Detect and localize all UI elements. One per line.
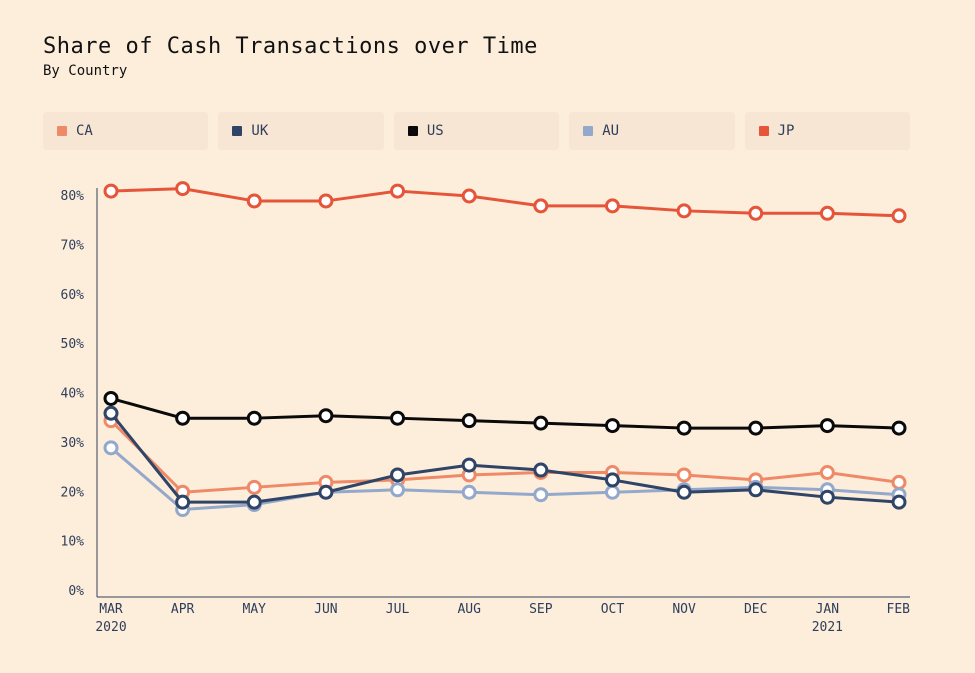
legend-swatch-uk [232,126,243,136]
data-point-jp [175,181,191,197]
data-point-uk [891,494,907,510]
data-point-uk [246,494,262,510]
data-point-us [246,410,262,426]
legend-label: US [426,123,444,139]
data-point-jp [604,198,620,214]
x-year-label: 2020 [95,620,126,635]
data-point-uk [175,494,191,510]
series-line-jp [110,187,900,218]
chart-title: Share of Cash Transactions over Time [43,34,538,59]
data-point-jp [318,193,334,209]
data-point-us [748,420,764,436]
data-point-au [103,440,119,456]
x-tick-label: OCT [601,602,625,617]
legend-item-ca[interactable]: CA [43,112,209,150]
data-point-jp [748,205,764,221]
legend: CA UK US AU JP [43,112,911,150]
y-tick-label: 60% [61,288,85,303]
data-point-uk [533,462,549,478]
x-tick-label: MAR [99,602,123,617]
data-point-jp [676,203,692,219]
data-point-us [604,418,620,434]
x-tick-label: FEB [887,602,911,617]
legend-swatch-ca [57,126,67,136]
x-year-label: 2021 [812,620,843,635]
x-tick-label: JAN [816,602,839,617]
legend-swatch-au [583,126,594,136]
series-line-ca [109,419,900,494]
legend-item-jp[interactable]: JP [744,112,911,150]
y-tick-label: 40% [61,387,85,402]
legend-label: JP [777,123,795,139]
data-point-uk [390,467,406,483]
series-line-us [110,396,900,430]
data-point-au [533,487,549,503]
data-point-us [819,418,835,434]
data-point-ca [676,467,692,483]
data-point-us [533,415,549,431]
data-point-us [103,390,119,406]
data-point-au [604,484,620,500]
legend-label: UK [251,123,269,139]
data-point-au [390,482,406,498]
data-point-uk [461,457,477,473]
data-point-jp [246,193,262,209]
data-point-jp [819,205,835,221]
data-point-us [891,420,907,436]
legend-label: AU [602,123,620,139]
data-point-ca [819,465,835,480]
series-line-au [110,446,900,512]
data-point-us [676,420,692,436]
data-point-jp [390,183,406,199]
legend-label: CA [76,123,93,139]
data-point-uk [676,484,692,500]
legend-item-au[interactable]: AU [569,112,735,150]
x-tick-label: JUL [386,602,410,617]
x-tick-label: AUG [457,602,481,617]
data-point-au [461,484,477,500]
data-point-us [390,410,406,426]
x-tick-label: SEP [529,602,553,617]
data-point-uk [604,472,620,488]
y-tick-label: 10% [61,535,85,550]
data-point-uk [103,405,119,421]
data-point-us [175,410,191,426]
series-line-uk [109,412,900,504]
data-point-uk [819,489,835,505]
x-tick-label: MAY [243,602,267,617]
data-point-jp [103,183,119,199]
x-tick-label: APR [171,602,195,617]
data-point-jp [461,188,477,204]
y-tick-label: 30% [61,436,85,451]
y-tick-label: 70% [61,238,85,253]
y-tick-label: 80% [61,189,85,204]
chart-subtitle: By Country [43,63,128,79]
data-point-jp [891,208,907,224]
legend-item-uk[interactable]: UK [218,112,384,150]
data-point-uk [748,482,764,498]
data-point-uk [318,484,334,500]
data-point-us [461,413,477,429]
legend-swatch-us [407,126,418,136]
data-point-ca [246,479,262,495]
x-tick-label: NOV [672,602,696,617]
y-tick-label: 0% [68,584,84,599]
data-point-ca [891,474,907,490]
y-tick-label: 50% [61,337,85,352]
legend-item-us[interactable]: US [393,112,560,150]
x-tick-label: JUN [314,602,337,617]
x-tick-label: DEC [744,602,767,617]
y-tick-label: 20% [61,485,85,500]
legend-swatch-jp [758,126,769,136]
data-point-jp [533,198,549,214]
data-point-us [318,408,334,424]
